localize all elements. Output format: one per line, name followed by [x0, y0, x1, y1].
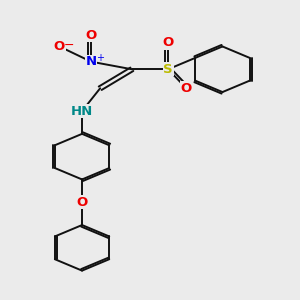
Text: O: O	[85, 28, 97, 42]
Text: O: O	[76, 196, 88, 209]
Text: S: S	[163, 63, 173, 76]
Text: O: O	[54, 40, 65, 53]
Text: HN: HN	[71, 105, 93, 118]
Text: −: −	[64, 39, 74, 52]
Text: N: N	[85, 55, 97, 68]
Text: +: +	[96, 53, 104, 63]
Text: O: O	[181, 82, 192, 95]
Text: O: O	[163, 36, 174, 49]
